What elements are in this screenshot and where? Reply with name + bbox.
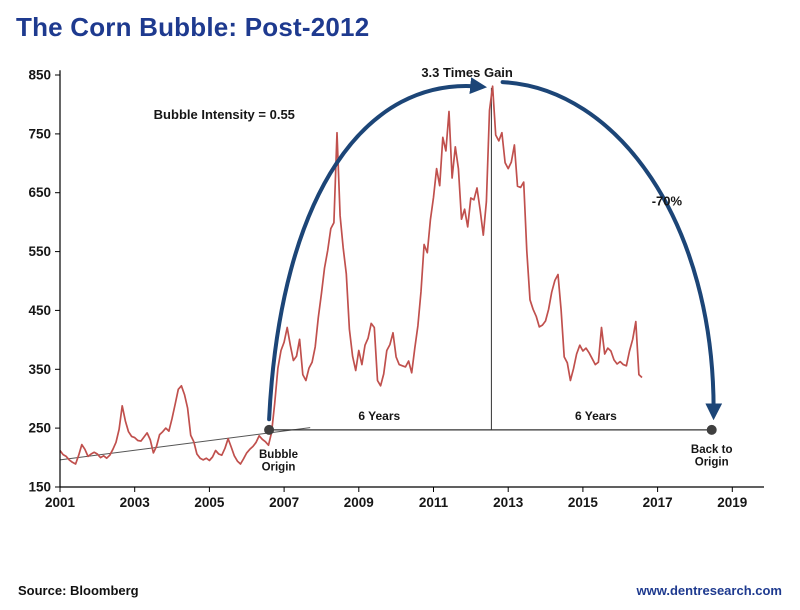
y-tick-label: 350 [28,362,51,377]
x-tick-label: 2011 [419,495,449,510]
annotation-six-years-left: 6 Years [358,409,400,423]
annotation-bubble-origin: Bubble Origin [259,449,298,474]
y-tick-label: 850 [28,68,51,83]
y-tick-label: 250 [28,421,51,436]
y-tick-label: 650 [28,185,51,200]
annotation-bubble-intensity: Bubble Intensity = 0.55 [154,107,295,122]
footer: Source: Bloomberg www.dentresearch.com [18,583,782,598]
x-tick-label: 2015 [568,495,599,510]
y-tick-label: 750 [28,126,51,141]
back-to-origin-dot [706,424,717,435]
website-link[interactable]: www.dentresearch.com [636,583,782,598]
y-tick-label: 550 [28,244,51,259]
x-tick-label: 2003 [120,495,151,510]
x-tick-label: 2013 [493,495,524,510]
x-tick-label: 2005 [194,495,225,510]
annotation-decline-70: -70% [652,194,683,209]
x-tick-label: 2019 [717,495,747,510]
page-title: The Corn Bubble: Post-2012 [16,12,370,42]
corn-price-line [59,85,643,465]
y-tick-label: 150 [28,480,51,495]
x-tick-label: 2007 [269,495,299,510]
source-label: Source: Bloomberg [18,583,139,598]
annotation-times-gain: 3.3 Times Gain [421,65,513,80]
bubble-fall-arrow [500,80,723,421]
corn-price-chart: 150 250 350 450 550 650 750 850 2001 2003 2005 2007… [28,65,764,510]
annotation-back-to-origin: Back to Origin [691,444,733,469]
chart-area: 150 250 350 450 550 650 750 850 2001 2003 2005 2007… [10,49,800,527]
annotation-six-years-right: 6 Years [575,409,617,423]
x-tick-label: 2009 [344,495,374,510]
x-tick-label: 2001 [45,495,76,510]
bubble-rise-arrow [267,77,488,422]
x-tick-label: 2017 [643,495,673,510]
bubble-origin-dot [264,424,275,435]
y-tick-label: 450 [28,303,51,318]
